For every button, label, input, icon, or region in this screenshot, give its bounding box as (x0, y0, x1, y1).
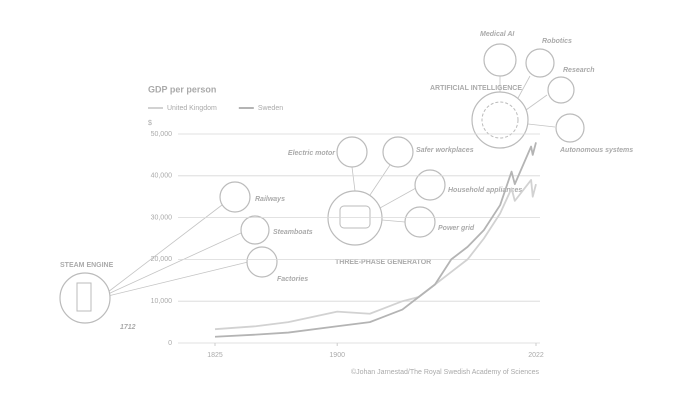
y-tick-label: 50,000 (151, 131, 173, 138)
chart-title: GDP per person (148, 84, 216, 94)
annotation: 1712 (120, 324, 136, 331)
annotation: Autonomous systems (559, 147, 633, 154)
y-tick-label: 40,000 (151, 173, 173, 180)
y-tick-label: 30,000 (151, 214, 173, 221)
annotation: Robotics (542, 38, 572, 45)
annotation: Safer workplaces (416, 147, 474, 154)
legend-label: United Kingdom (167, 105, 217, 112)
credit: ©Johan Jarnestad/The Royal Swedish Acade… (351, 368, 540, 376)
y-tick-label: 10,000 (151, 298, 173, 305)
x-tick-label: 2022 (528, 352, 544, 359)
annotation: Medical AI (480, 31, 515, 38)
legend-label: Sweden (258, 105, 283, 112)
y-tick-label: 0 (168, 340, 172, 347)
x-tick-label: 1825 (207, 352, 223, 359)
y-tick-label: 20,000 (151, 256, 173, 263)
series-line (214, 142, 537, 338)
annotation: Electric motor (288, 150, 336, 157)
annotation: Railways (255, 196, 285, 203)
annotation: Factories (277, 276, 308, 283)
annotation: Household appliances (448, 187, 522, 194)
annotation: Research (563, 67, 595, 74)
series-line (214, 179, 537, 331)
annotation: STEAM ENGINE (60, 262, 114, 269)
annotation: ARTIFICIAL INTELLIGENCE (430, 85, 522, 92)
x-tick-label: 1900 (329, 352, 345, 359)
annotation: THREE-PHASE GENERATOR (335, 259, 431, 266)
annotation: Power grid (438, 225, 475, 232)
annotation: Steamboats (273, 229, 313, 236)
y-unit: $ (148, 120, 152, 127)
